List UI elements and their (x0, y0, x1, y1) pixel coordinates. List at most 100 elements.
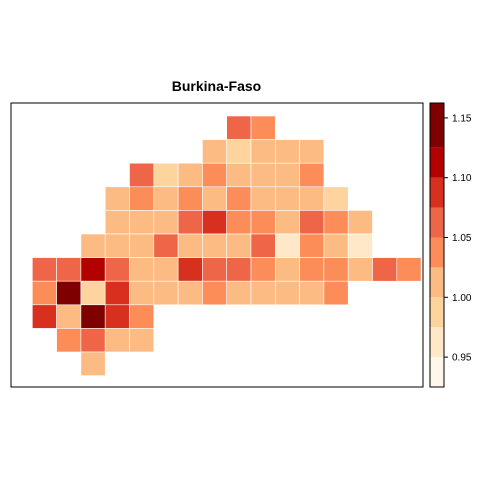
legend-swatch (430, 103, 444, 148)
heatmap-cell (56, 280, 82, 306)
heatmap-cell (274, 139, 300, 164)
heatmap-cell (177, 210, 203, 235)
heatmap-cell (250, 233, 276, 258)
heatmap-cell (80, 233, 106, 258)
heatmap-cell (104, 233, 130, 258)
heatmap-cell (250, 162, 276, 188)
heatmap-cell (226, 257, 252, 282)
heatmap-cell (274, 186, 300, 211)
heatmap-cell (226, 280, 252, 306)
legend-swatch (430, 147, 444, 178)
heatmap-cell (323, 257, 349, 282)
heatmap-cell (153, 186, 179, 211)
heatmap-cell (104, 328, 130, 353)
heatmap-cell (347, 257, 373, 282)
heatmap-cell (299, 233, 325, 258)
heatmap-cell (274, 280, 300, 306)
heatmap-cell (396, 257, 422, 282)
legend-swatch (430, 297, 444, 328)
heatmap-cell (56, 304, 82, 329)
heatmap-cell (226, 233, 252, 258)
legend-tick-label: 1.05 (452, 233, 472, 244)
legend-tick-label: 1.10 (452, 173, 472, 184)
heatmap-cells (31, 115, 422, 376)
heatmap-cell (80, 328, 106, 353)
heatmap-cell (104, 304, 130, 329)
heatmap-cell (31, 257, 57, 282)
heatmap-cell (202, 139, 227, 164)
heatmap-cell (153, 257, 179, 282)
heatmap-cell (202, 233, 227, 258)
heatmap-cell (153, 162, 179, 188)
heatmap-cell (129, 210, 155, 235)
heatmap-cell (80, 280, 106, 306)
heatmap-cell (323, 186, 349, 211)
heatmap-cell (80, 257, 106, 282)
heatmap-cell (299, 162, 325, 188)
heatmap-cell (129, 233, 155, 258)
legend-swatch (430, 327, 444, 358)
heatmap-cell (347, 210, 373, 235)
heatmap-cell (31, 280, 57, 306)
heatmap-cell (104, 280, 130, 306)
heatmap-cell (129, 328, 155, 353)
heatmap-cell (153, 210, 179, 235)
heatmap-cell (274, 162, 300, 188)
heatmap-cell (129, 186, 155, 211)
heatmap-cell (372, 257, 398, 282)
legend-swatch (430, 357, 444, 387)
color-legend: 0.95 1.00 1.05 1.10 1.15 (429, 102, 472, 388)
heatmap-cell (202, 162, 227, 188)
legend-frame (429, 102, 445, 388)
heatmap-cell (323, 280, 349, 306)
heatmap-cell (274, 233, 300, 258)
heatmap-cell (250, 280, 276, 306)
heatmap-cell (250, 210, 276, 235)
heatmap-cell (250, 257, 276, 282)
heatmap-cell (274, 257, 300, 282)
heatmap-cell (104, 257, 130, 282)
heatmap-cell (250, 186, 276, 211)
heatmap-cell (153, 233, 179, 258)
heatmap-cell (226, 162, 252, 188)
legend-tick-label: 1.00 (452, 293, 472, 304)
heatmap-cell (202, 210, 227, 235)
heatmap-cell (226, 186, 252, 211)
heatmap-cell (274, 210, 300, 235)
chart-title: Burkina-Faso (171, 78, 262, 94)
heatmap-cell (56, 328, 82, 353)
heatmap-cell (177, 280, 203, 306)
plot-frame (10, 102, 424, 388)
heatmap-cell (80, 304, 106, 329)
heatmap-cell (129, 304, 155, 329)
legend-swatch (430, 237, 444, 268)
heatmap-cell (177, 257, 203, 282)
heatmap-cell (129, 257, 155, 282)
heatmap-cell (129, 162, 155, 188)
heatmap-cell (299, 139, 325, 164)
heatmap-cell (202, 280, 227, 306)
heatmap-cell (177, 186, 203, 211)
heatmap-cell (104, 210, 130, 235)
heatmap-cell (299, 210, 325, 235)
heatmap-cell (202, 257, 227, 282)
heatmap-cell (56, 257, 82, 282)
heatmap-cell (323, 210, 349, 235)
heatmap-cell (226, 139, 252, 164)
heatmap-cell (153, 280, 179, 306)
heatmap-cell (347, 233, 373, 258)
heatmap-cell (226, 115, 252, 140)
heatmap-cell (323, 233, 349, 258)
legend-tick-label: 1.15 (452, 113, 472, 124)
heatmap-cell (31, 304, 57, 329)
heatmap-cell (226, 210, 252, 235)
heatmap-cell (250, 115, 276, 140)
heatmap-cell (177, 162, 203, 188)
legend-swatch (430, 267, 444, 298)
heatmap-cell (299, 280, 325, 306)
heatmap-cell (250, 139, 276, 164)
heatmap-cell (202, 186, 227, 211)
heatmap-cell (299, 186, 325, 211)
legend-swatch (430, 177, 444, 208)
